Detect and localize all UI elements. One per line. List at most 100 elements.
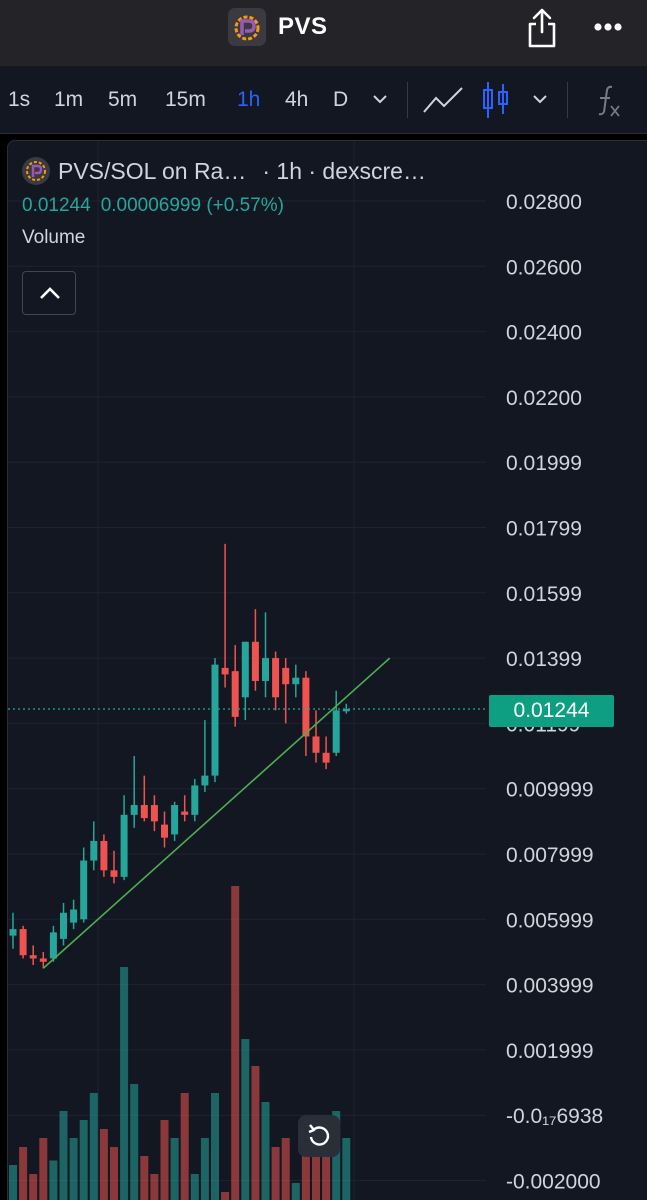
candlestick-icon xyxy=(483,82,508,118)
volume-bar xyxy=(19,1147,28,1200)
volume-bar xyxy=(49,1160,58,1200)
timeframe-4h[interactable]: 4h xyxy=(285,88,309,111)
app-title: PVS xyxy=(278,13,328,40)
price-axis-label: -0.0₁₇6938 xyxy=(506,1105,603,1128)
candle-body xyxy=(262,658,269,681)
volume-bar xyxy=(39,1138,48,1200)
header-title-group: PVS xyxy=(228,8,328,46)
candle-body xyxy=(140,805,148,819)
line-chart-icon xyxy=(423,87,463,113)
pvs-logo-icon xyxy=(228,8,266,46)
volume-bar xyxy=(130,1084,139,1200)
candle-body xyxy=(322,752,330,763)
candle-body xyxy=(231,671,239,717)
price-axis-label: 0.007999 xyxy=(506,844,594,867)
indicators-button[interactable] xyxy=(592,84,622,123)
candle-body xyxy=(342,709,350,712)
candle-body xyxy=(282,667,290,685)
price-axis-label: -0.002000 xyxy=(506,1171,601,1194)
volume-bar xyxy=(180,1093,189,1200)
timeframe-dropdown-button[interactable] xyxy=(370,92,390,111)
more-dots-icon xyxy=(594,23,622,31)
app-header: PVS xyxy=(0,0,647,66)
candle-body xyxy=(201,775,209,786)
more-button[interactable] xyxy=(586,10,630,44)
volume-bar xyxy=(59,1111,68,1200)
candle-body xyxy=(251,641,259,681)
candle-body xyxy=(272,658,280,698)
volume-bar xyxy=(110,1147,118,1200)
reset-chart-button[interactable] xyxy=(298,1115,340,1157)
legend-symbol-row: PVS/SOL on Ra… · 1h · dexscre… xyxy=(22,157,426,185)
price-axis-label: 0.001999 xyxy=(506,1040,594,1063)
price-axis-label: 0.003999 xyxy=(506,975,594,998)
candle-body xyxy=(332,710,340,753)
candle-body xyxy=(70,909,78,923)
volume-bar xyxy=(281,1138,290,1200)
volume-bar xyxy=(312,1129,320,1200)
candle-body xyxy=(171,805,179,835)
collapse-legend-button[interactable] xyxy=(22,271,76,315)
candle-body xyxy=(161,824,168,838)
candlestick-button[interactable] xyxy=(482,80,510,125)
trendline xyxy=(42,657,391,969)
volume-bar xyxy=(221,1192,230,1200)
chart-legend: PVS/SOL on Ra… · 1h · dexscre… 0.01244 0… xyxy=(22,157,426,249)
volume-bar xyxy=(241,1039,250,1200)
legend-volume-label[interactable]: Volume xyxy=(22,227,86,248)
volume-bar xyxy=(301,1156,310,1200)
candle-body xyxy=(39,958,47,962)
volume-bar xyxy=(190,1174,199,1200)
timeframe-1m[interactable]: 1m xyxy=(54,88,84,111)
price-axis-label: 0.01799 xyxy=(506,518,582,541)
candle-body xyxy=(120,814,128,877)
candle-body xyxy=(312,736,320,753)
chart-toolbar: 1s 1m 5m 15m 1h 4h D xyxy=(0,66,647,134)
candle-body xyxy=(90,840,98,861)
candle-body xyxy=(49,932,57,959)
price-axis-label: 0.01999 xyxy=(506,452,582,475)
volume-bar xyxy=(170,1138,179,1200)
volume-bars xyxy=(9,886,351,1200)
timeframe-15m[interactable]: 15m xyxy=(165,88,206,111)
price-chart[interactable]: 0.02800 0.02600 0.02400 0.02200 0.01999 0.017… xyxy=(8,141,647,1200)
volume-bar xyxy=(150,1174,159,1200)
share-button[interactable] xyxy=(522,6,562,50)
price-axis-label: 0.01399 xyxy=(506,648,582,671)
volume-bar xyxy=(120,967,129,1200)
timeframe-d[interactable]: D xyxy=(333,88,349,111)
legend-interval: · 1h · dexscre… xyxy=(262,157,426,184)
chevron-down-icon xyxy=(373,95,387,104)
candle-body xyxy=(19,929,27,956)
volume-bar xyxy=(251,1066,260,1200)
candle-body xyxy=(150,805,158,822)
chart-type-dropdown-button[interactable] xyxy=(530,92,550,111)
legend-price: 0.01244 xyxy=(22,195,91,216)
legend-price-row: 0.01244 0.00006999 (+0.57%) xyxy=(22,195,426,217)
volume-bar xyxy=(322,1147,331,1200)
price-axis-label: 0.005999 xyxy=(506,909,594,932)
candle-body xyxy=(302,677,310,737)
share-icon xyxy=(528,8,556,48)
pvs-logo-icon xyxy=(22,157,50,185)
chart-overlays xyxy=(8,657,486,969)
price-axis-label: 0.01599 xyxy=(506,583,582,606)
candle-body xyxy=(9,929,17,936)
chevron-down-icon xyxy=(533,95,547,104)
candle-body xyxy=(241,641,249,698)
chart-panel[interactable]: 0.02800 0.02600 0.02400 0.02200 0.01999 0.017… xyxy=(7,140,647,1200)
volume-bar xyxy=(291,1183,300,1200)
volume-bar xyxy=(69,1138,78,1200)
volume-bar xyxy=(231,886,240,1200)
legend-symbol[interactable]: PVS/SOL on Ra… xyxy=(58,157,247,184)
candle-body xyxy=(130,805,138,815)
price-axis-label: 0.009999 xyxy=(506,779,594,802)
timeframe-1h[interactable]: 1h xyxy=(237,88,261,111)
reset-icon xyxy=(308,1124,330,1146)
timeframe-1s[interactable]: 1s xyxy=(8,88,31,111)
toolbar-divider xyxy=(407,82,408,118)
volume-bar xyxy=(140,1156,149,1200)
timeframe-5m[interactable]: 5m xyxy=(108,88,138,111)
line-chart-button[interactable] xyxy=(422,84,464,121)
volume-bar xyxy=(271,1147,280,1200)
